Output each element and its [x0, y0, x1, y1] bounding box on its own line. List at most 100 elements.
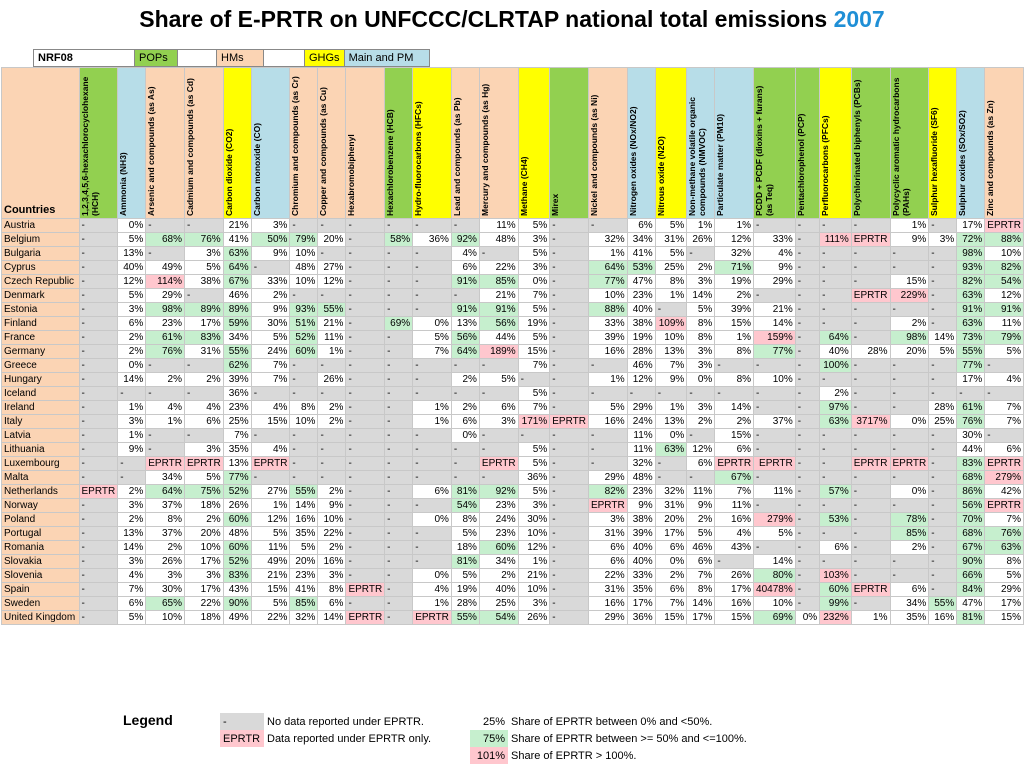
value-cell: - [928, 274, 958, 289]
value-cell: 54% [450, 498, 480, 513]
value-cell: - [928, 582, 958, 597]
value-cell: 63% [956, 288, 986, 303]
value-cell: - [549, 540, 589, 555]
value-cell: 33% [753, 232, 796, 247]
value-cell: - [145, 358, 185, 373]
value-cell: - [549, 218, 589, 233]
value-cell: 69% [753, 610, 796, 625]
value-cell: - [889, 554, 930, 569]
value-cell: - [250, 470, 291, 485]
value-cell: 16% [587, 414, 628, 429]
value-cell: 103% [819, 568, 852, 583]
value-cell: - [317, 386, 347, 401]
value-cell: - [412, 246, 452, 261]
value-cell: - [317, 456, 347, 471]
value-cell: 0% [889, 484, 930, 499]
value-cell: - [850, 274, 891, 289]
value-cell: 11% [250, 540, 291, 555]
country-cell: Spain [1, 582, 80, 597]
value-cell: 12% [117, 274, 147, 289]
value-cell: - [850, 512, 891, 527]
value-cell: 35% [289, 526, 319, 541]
value-cell: - [183, 386, 224, 401]
value-cell: 34% [222, 330, 252, 345]
value-cell: - [384, 470, 414, 485]
value-cell: 10% [587, 288, 628, 303]
value-cell: - [794, 498, 821, 513]
value-cell: - [412, 274, 452, 289]
value-cell: - [549, 260, 589, 275]
country-cell: Denmark [1, 288, 80, 303]
column-header-label: Non-methane volatile organic compounds (… [687, 96, 708, 216]
value-cell: 2% [317, 484, 347, 499]
value-cell: 17% [686, 610, 716, 625]
value-cell: 5% [753, 526, 796, 541]
table-row: Poland -2% 8% 2% 60% 12% 16% 10% - -0% 8% 24% 30% -3%… [1, 512, 1024, 527]
table-row: France -2% 61% 83% 34% 5% 52% 11% - -5% 56% 44% 5% -3… [1, 330, 1024, 345]
column-header: Particulate matter (PM10) [714, 67, 755, 219]
value-cell: 8% [686, 316, 716, 331]
value-cell: 12% [686, 442, 716, 457]
value-cell: 2% [145, 540, 185, 555]
value-cell: 11% [686, 484, 716, 499]
value-cell: 0% [117, 358, 147, 373]
table-row: Ireland -1% 4% 4% 23% 4% 8% 2% - -1% 2% 6% 7% -5% 29% 1… [1, 400, 1024, 415]
legend-swatch: - [220, 713, 264, 730]
value-cell: - [850, 218, 891, 233]
value-cell: 56% [956, 498, 986, 513]
value-cell: - [819, 428, 852, 443]
value-cell: - [850, 470, 891, 485]
value-cell: 18% [183, 498, 224, 513]
value-cell: - [928, 386, 958, 401]
value-cell: - [384, 274, 414, 289]
value-cell: 65% [145, 596, 185, 611]
value-cell: 30% [250, 316, 291, 331]
value-cell: 55% [317, 302, 347, 317]
value-cell: 37% [753, 414, 796, 429]
value-cell: 66% [956, 568, 986, 583]
table-row: Portugal -13% 37% 20% 48% 5% 35% 22% - - -5% 23% 10%… [1, 526, 1024, 541]
value-cell: - [78, 274, 119, 289]
value-cell: 28% [928, 400, 958, 415]
value-cell: - [412, 498, 452, 513]
value-cell: 88% [587, 302, 628, 317]
value-cell: 61% [145, 330, 185, 345]
value-cell: - [117, 386, 147, 401]
country-cell: Austria [1, 218, 80, 233]
value-cell: 15% [889, 274, 930, 289]
value-cell: 79% [984, 330, 1024, 345]
value-cell: 25% [478, 596, 519, 611]
column-header-label: PCDD + PCDF (dioxins + furans) (as Teq) [754, 85, 775, 216]
value-cell: 60% [222, 512, 252, 527]
column-header: Non-methane volatile organic compounds (… [686, 67, 716, 219]
value-cell: EPRTR [345, 610, 386, 625]
emissions-table: Countries 1,2,3,4,5,6-hexachlorocyclohex… [1, 67, 1024, 625]
value-cell: - [928, 568, 958, 583]
value-cell: - [478, 246, 519, 261]
value-cell: - [384, 218, 414, 233]
value-cell: 21% [753, 302, 796, 317]
value-cell: 14% [686, 288, 716, 303]
value-cell: 6% [587, 554, 628, 569]
value-cell: 5% [289, 540, 319, 555]
value-cell: - [412, 260, 452, 275]
value-cell: EPRTR [478, 456, 519, 471]
value-cell: - [412, 386, 452, 401]
value-cell: 76% [183, 232, 224, 247]
value-cell: 22% [250, 610, 291, 625]
value-cell: - [794, 428, 821, 443]
column-header-label: Chromium and compounds (as Cr) [290, 76, 301, 216]
value-cell: 2% [117, 344, 147, 359]
value-cell: - [345, 218, 386, 233]
value-cell: 76% [145, 344, 185, 359]
value-cell: - [345, 372, 386, 387]
value-cell: 19% [450, 582, 480, 597]
value-cell: 4% [145, 400, 185, 415]
value-cell: 53% [626, 260, 656, 275]
column-header-label: Carbon monoxide (CO) [251, 122, 262, 216]
value-cell: 43% [714, 540, 755, 555]
value-cell: 3% [686, 344, 716, 359]
value-cell: - [549, 470, 589, 485]
value-cell: 5% [478, 372, 519, 387]
column-header-label: Copper and compounds (as Cu) [318, 87, 329, 216]
